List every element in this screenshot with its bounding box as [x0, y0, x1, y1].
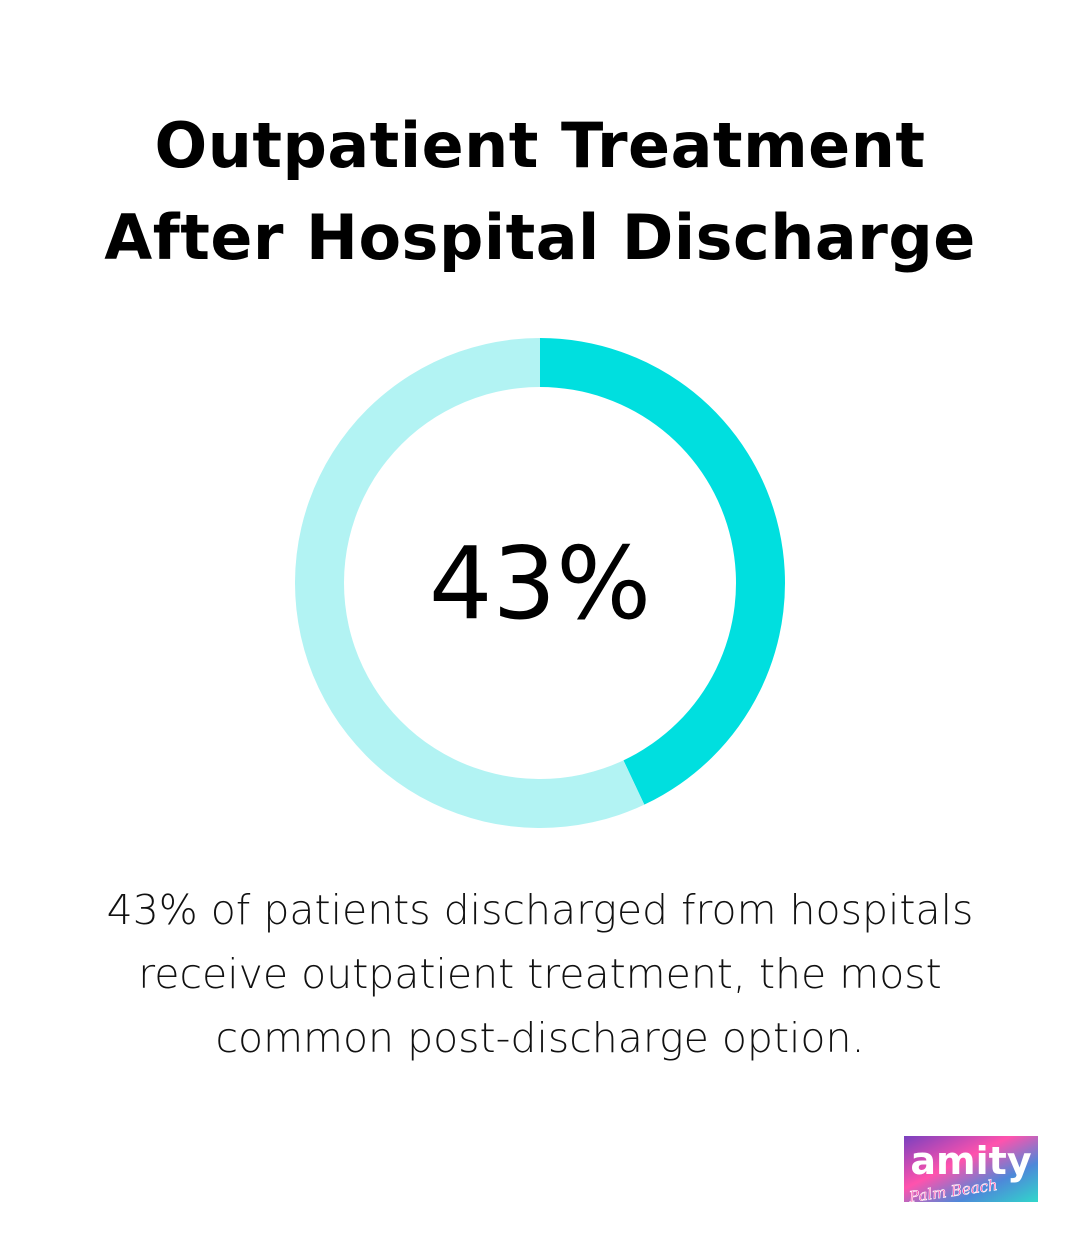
logo-wordmark: amity — [910, 1139, 1031, 1183]
title-line-1: Outpatient Treatment — [154, 109, 926, 182]
page-title: Outpatient Treatment After Hospital Disc… — [0, 100, 1080, 284]
donut-chart: 43% — [290, 333, 790, 833]
amity-logo: amity Palm Beach — [898, 1134, 1040, 1206]
chart-caption: 43% of patients discharged from hospital… — [106, 886, 974, 1062]
donut-center-value: 43% — [428, 524, 652, 642]
logo-background — [904, 1136, 1038, 1202]
donut-slice-remainder — [294, 338, 645, 828]
donut-slice-outpatient — [540, 338, 785, 805]
title-line-2: After Hospital Discharge — [104, 201, 976, 274]
donut-chart-svg — [294, 338, 785, 828]
